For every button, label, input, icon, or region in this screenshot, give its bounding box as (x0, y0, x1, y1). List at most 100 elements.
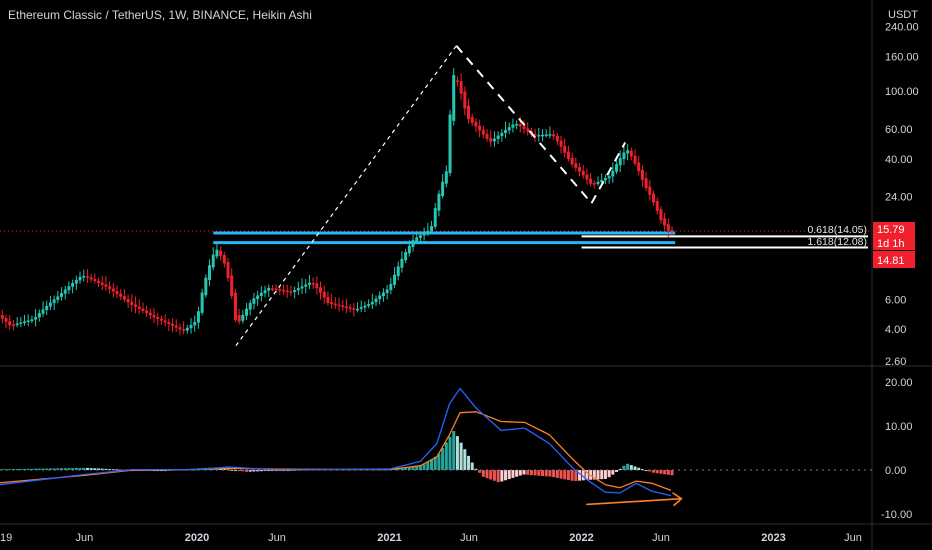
histogram-bar (640, 468, 644, 471)
histogram-bar (548, 470, 552, 477)
candle-body (215, 249, 219, 257)
candle-body (267, 287, 271, 291)
histogram-bar (563, 470, 567, 480)
candle-body (4, 318, 8, 322)
candle-body (141, 308, 145, 311)
candle-body (500, 132, 504, 137)
candle-body (233, 292, 237, 320)
candle-body (304, 284, 308, 287)
candle-body (300, 286, 304, 289)
macd-tick-label: 0.00 (885, 465, 906, 477)
histogram-bar (104, 468, 108, 471)
histogram-bar (256, 470, 260, 472)
histogram-bar (607, 470, 611, 478)
histogram-bar (430, 459, 434, 471)
histogram-bar (433, 456, 437, 471)
histogram-bar (585, 470, 589, 481)
candle-body (322, 291, 326, 298)
chart-title: Ethereum Classic / TetherUS, 1W, BINANCE… (8, 8, 312, 22)
histogram-bar (422, 464, 426, 471)
histogram-bar (48, 468, 52, 471)
histogram-bar (93, 468, 97, 471)
histogram-bar (592, 470, 596, 480)
histogram-bar (85, 467, 89, 471)
candle-body (108, 286, 112, 289)
histogram-bar (400, 467, 404, 471)
histogram-bar (407, 466, 411, 471)
price-tick-label: 4.00 (885, 324, 906, 336)
price-tick-label: 240.00 (885, 21, 919, 33)
histogram-bar (163, 470, 167, 472)
histogram-bar (659, 470, 663, 474)
divergence-arrow (586, 497, 682, 506)
candle-body (311, 283, 315, 285)
histogram-bar (411, 466, 415, 471)
candle-body (455, 80, 459, 82)
candle-body (592, 182, 596, 185)
time-tick-label: 19 (0, 532, 12, 544)
candle-body (219, 250, 223, 256)
candle-body (615, 164, 619, 172)
candle-body (185, 327, 189, 331)
macd-histogram (0, 431, 674, 483)
time-tick-label: 2021 (377, 532, 401, 544)
candle-body (478, 125, 482, 131)
candle-body (237, 315, 241, 322)
candle-body (404, 252, 408, 261)
histogram-bar (452, 431, 456, 471)
candle-body (441, 181, 445, 197)
candle-body (393, 274, 397, 285)
candle-body (563, 145, 567, 153)
candle-body (611, 170, 615, 177)
countdown-tag-value: 1d 1h (877, 238, 905, 250)
histogram-bar (533, 470, 537, 476)
histogram-bar (82, 467, 86, 471)
price-tick-label: 2.60 (885, 356, 906, 368)
candle-body (363, 305, 367, 308)
candle-body (137, 306, 141, 309)
candle-body (307, 282, 311, 285)
histogram-bar (241, 470, 245, 472)
candle-body (463, 91, 467, 109)
candle-body (270, 288, 274, 290)
candle-body (467, 105, 471, 120)
horizontal-levels (213, 231, 868, 249)
candle-body (670, 229, 674, 232)
dashed-trendline (455, 45, 593, 204)
time-axis: 19 Jun 2020 Jun 2021 Jun 2022 Jun 2023 Jun (0, 532, 862, 544)
currency-label[interactable]: USDT (888, 9, 918, 21)
candle-body (622, 152, 626, 160)
candle-body (607, 176, 611, 179)
candle-body (326, 296, 330, 304)
candle-body (152, 314, 156, 318)
macd-line (0, 387, 672, 497)
candle-body (578, 167, 582, 172)
candle-body (618, 158, 622, 166)
histogram-bar (552, 470, 556, 478)
histogram-bar (522, 470, 526, 475)
candle-body (196, 311, 200, 323)
candle-body (552, 134, 556, 137)
histogram-bar (108, 468, 112, 471)
histogram-bar (578, 470, 582, 481)
candle-body (330, 302, 334, 304)
candle-body (544, 134, 548, 137)
histogram-bar (670, 470, 674, 476)
candle-body (378, 295, 382, 300)
candle-body (515, 124, 519, 126)
histogram-bar (615, 470, 619, 472)
histogram-bar (115, 469, 119, 471)
candle-body (282, 289, 286, 292)
candle-body (52, 299, 56, 304)
candle-body (130, 301, 134, 305)
histogram-bar (78, 467, 82, 471)
histogram-bar (544, 470, 548, 477)
histogram-bar (0, 469, 4, 471)
candle-body (644, 178, 648, 189)
histogram-bar (237, 470, 241, 472)
candle-body (82, 275, 86, 278)
candle-body (296, 288, 300, 291)
histogram-bar (500, 470, 504, 482)
candle-body (37, 313, 41, 318)
